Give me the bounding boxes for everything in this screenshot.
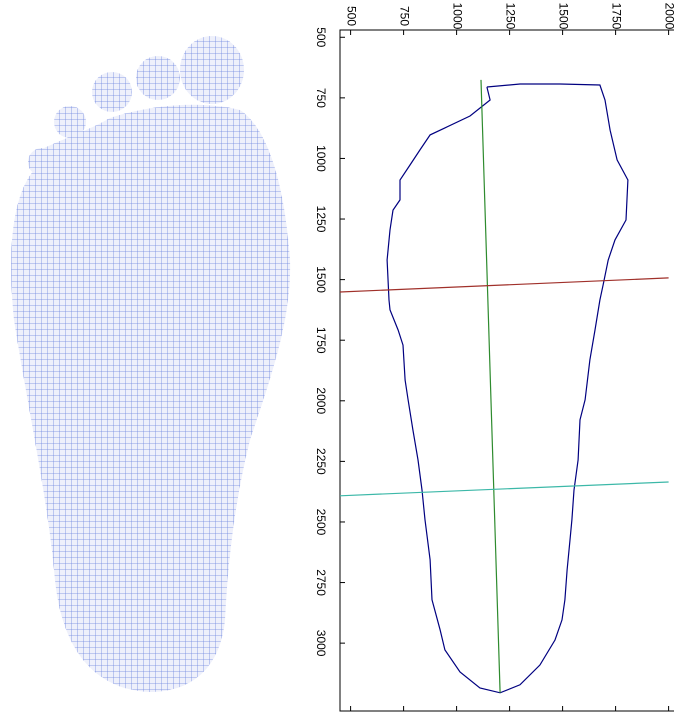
x-tick-label: 1750 bbox=[609, 3, 623, 30]
x-tick-label: 750 bbox=[397, 6, 411, 26]
x-tick-label: 1000 bbox=[450, 3, 464, 30]
plot-frame bbox=[340, 30, 674, 711]
x-tick-label: 1500 bbox=[556, 3, 570, 30]
y-tick-label: 500 bbox=[314, 27, 328, 47]
figure: 500 750 1000 1250 1500 1750 2000 500 750 1000 1250… bbox=[0, 0, 674, 717]
y-tick-label: 1250 bbox=[314, 206, 328, 233]
y-tick-label: 2500 bbox=[314, 509, 328, 536]
y-tick-label: 1500 bbox=[314, 266, 328, 293]
y-tick-label: 2250 bbox=[314, 448, 328, 475]
y-tick-label: 3000 bbox=[314, 630, 328, 657]
x-tick-label: 2000 bbox=[662, 3, 674, 30]
y-tick-label: 2000 bbox=[314, 387, 328, 414]
y-tick-label: 2750 bbox=[314, 569, 328, 596]
foot-scan bbox=[11, 36, 290, 692]
x-tick-label: 1250 bbox=[503, 3, 517, 30]
y-tick-label: 1750 bbox=[314, 327, 328, 354]
x-tick-label: 500 bbox=[344, 6, 358, 26]
y-tick-label: 750 bbox=[314, 88, 328, 108]
y-tick-label: 1000 bbox=[314, 145, 328, 172]
